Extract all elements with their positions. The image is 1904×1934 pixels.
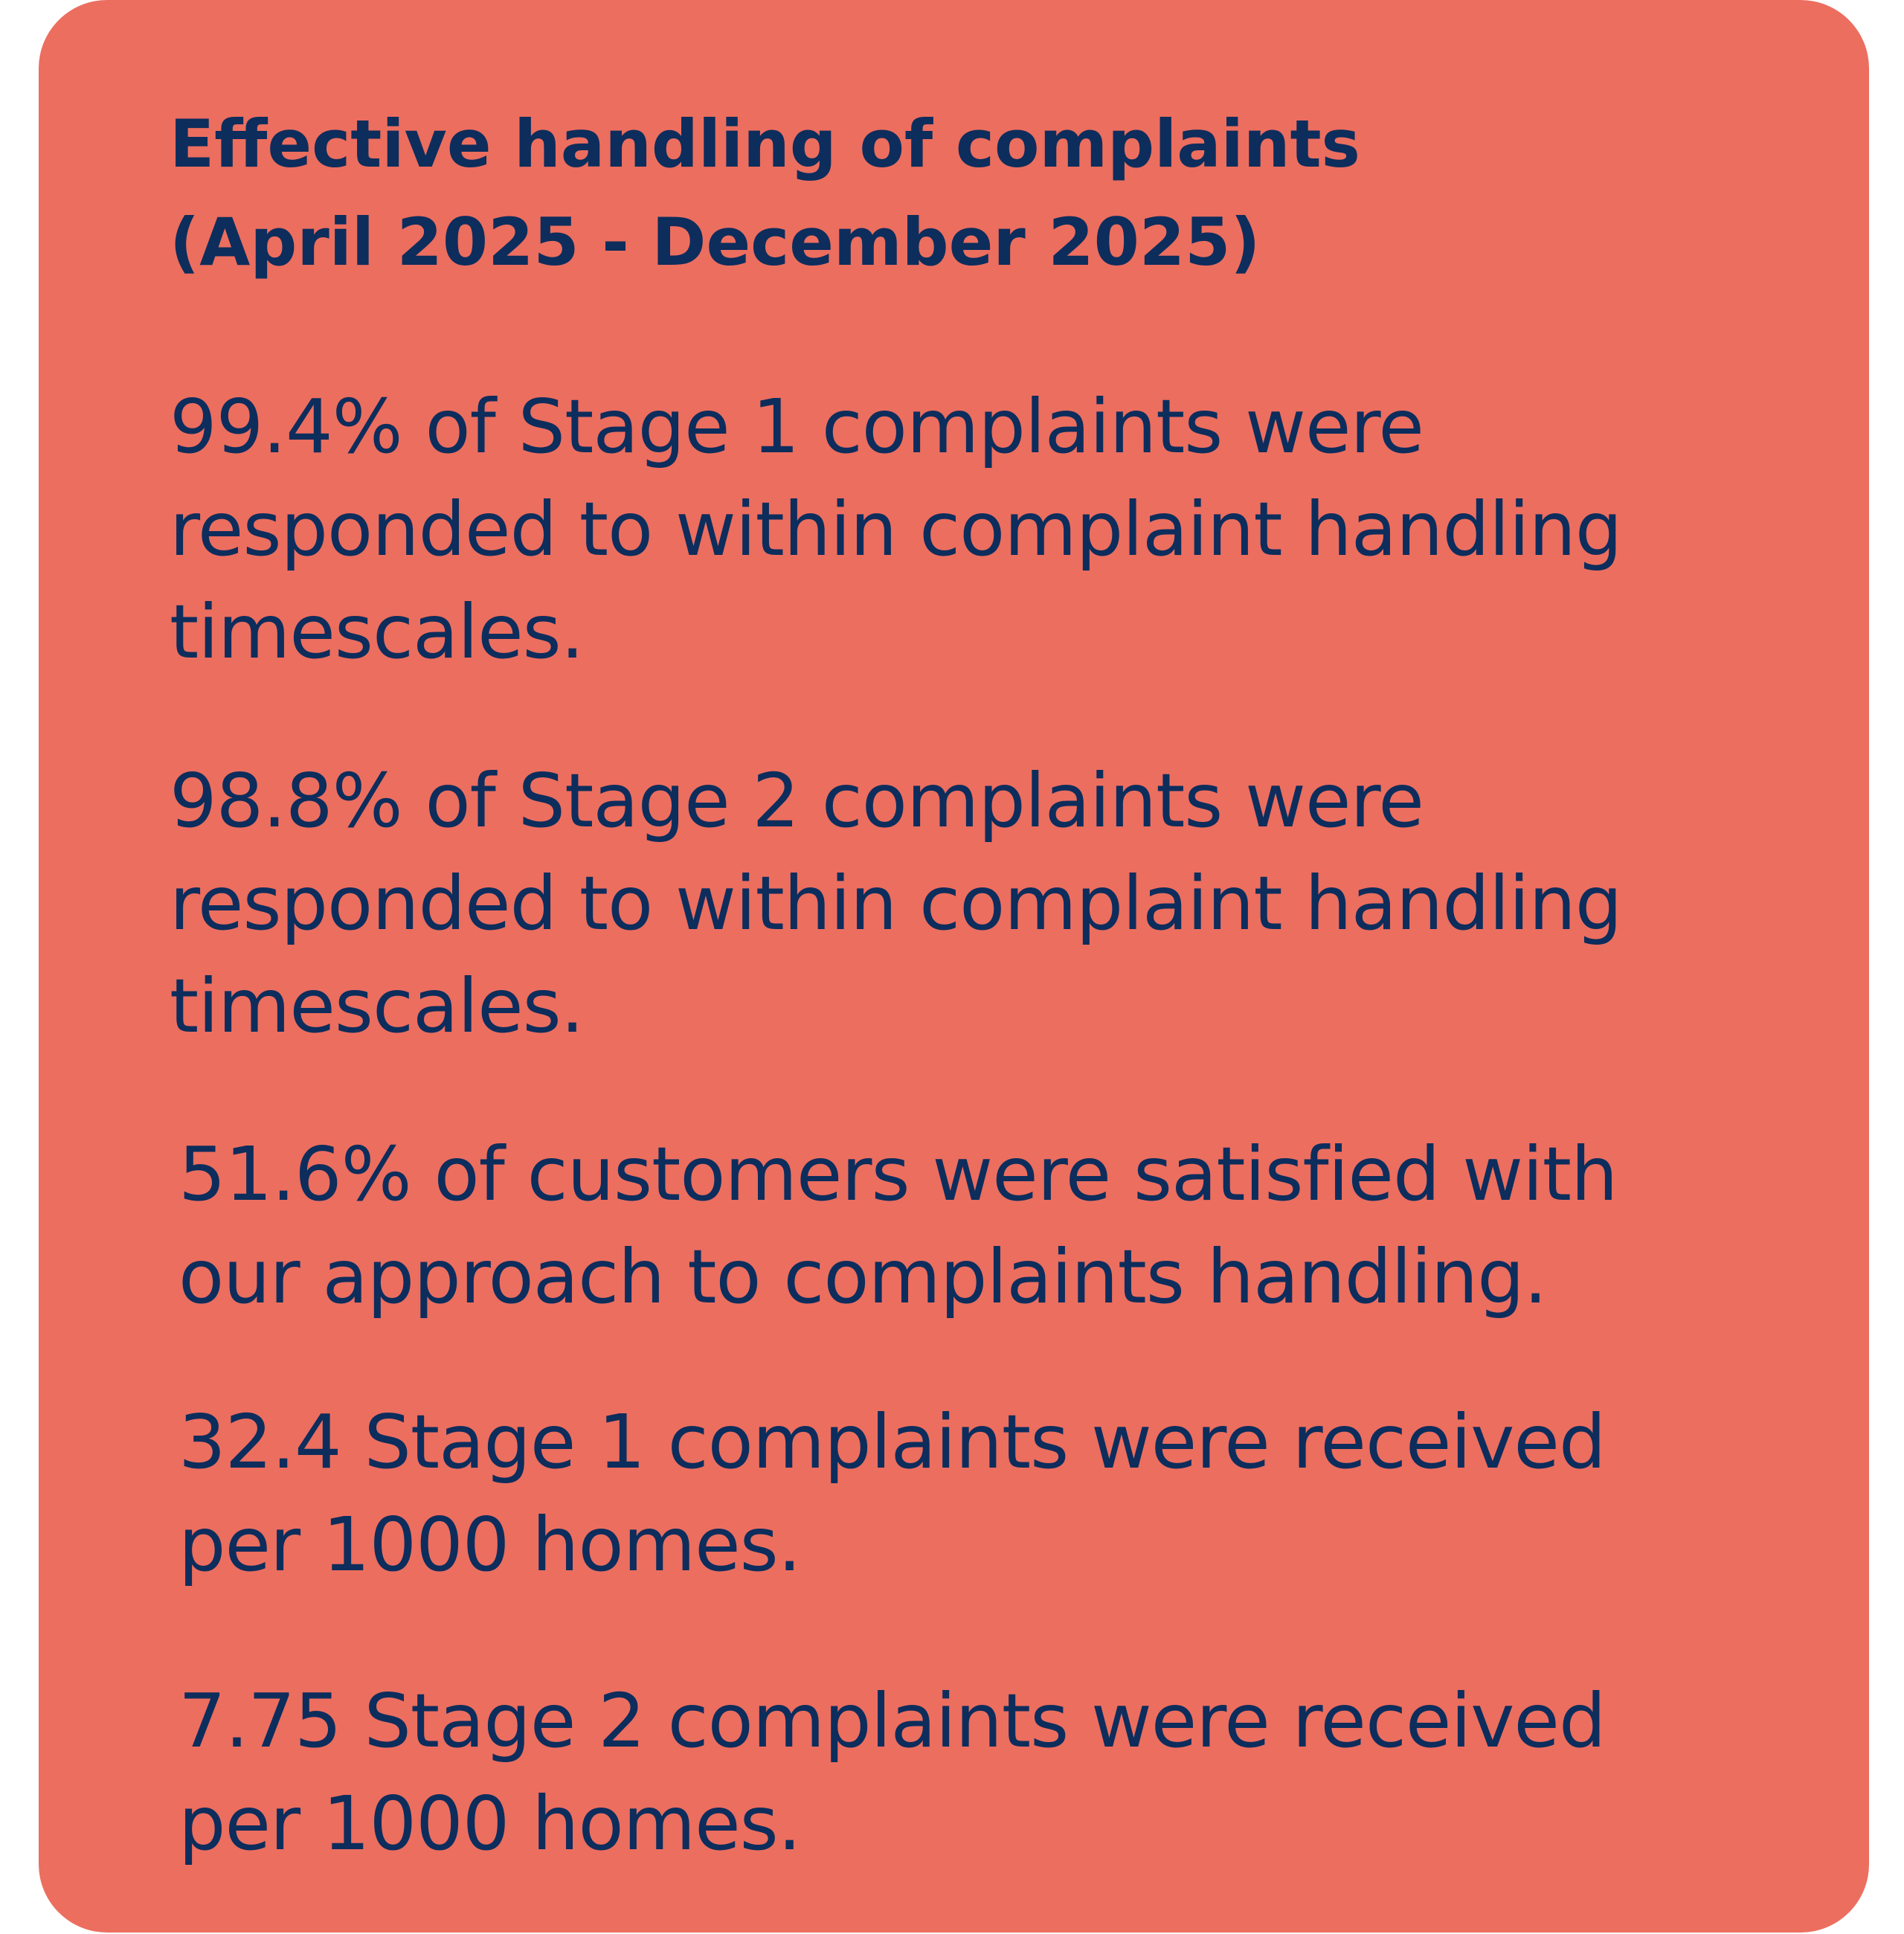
- stat-line: responded to within complaint handling: [170, 486, 1622, 573]
- stage1-volume-stat: 32.4 Stage 1 complaints were received per…: [178, 1391, 1815, 1596]
- satisfaction-stat: 51.6% of customers were satisfied with ou…: [178, 1123, 1815, 1329]
- stat-line: 99.4% of Stage 1 complaints were: [170, 383, 1424, 470]
- title-line-1: Effective handling of complaints: [170, 106, 1360, 182]
- stage2-response-stat: 98.8% of Stage 2 complaints were responde…: [170, 750, 1806, 1058]
- stat-line: timescales.: [170, 588, 584, 675]
- stat-line: 32.4 Stage 1 complaints were received: [178, 1398, 1606, 1485]
- stage2-volume-stat: 7.75 Stage 2 complaints were received per…: [178, 1670, 1815, 1875]
- stat-line: timescales.: [170, 963, 584, 1050]
- stat-line: per 1000 homes.: [178, 1780, 802, 1867]
- complaints-summary-card: Effective handling of complaints (April 2…: [39, 0, 1869, 1933]
- stat-line: 51.6% of customers were satisfied with: [178, 1131, 1618, 1218]
- stat-line: 98.8% of Stage 2 complaints were: [170, 757, 1424, 844]
- stat-line: our approach to complaints handling.: [178, 1233, 1547, 1320]
- stat-line: per 1000 homes.: [178, 1501, 802, 1588]
- stat-line: 7.75 Stage 2 complaints were received: [178, 1677, 1606, 1764]
- stage1-response-stat: 99.4% of Stage 1 complaints were responde…: [170, 376, 1806, 684]
- card-title: Effective handling of complaints (April 2…: [170, 95, 1769, 292]
- stat-line: responded to within complaint handling: [170, 860, 1622, 947]
- title-line-2: (April 2025 - December 2025): [170, 204, 1261, 280]
